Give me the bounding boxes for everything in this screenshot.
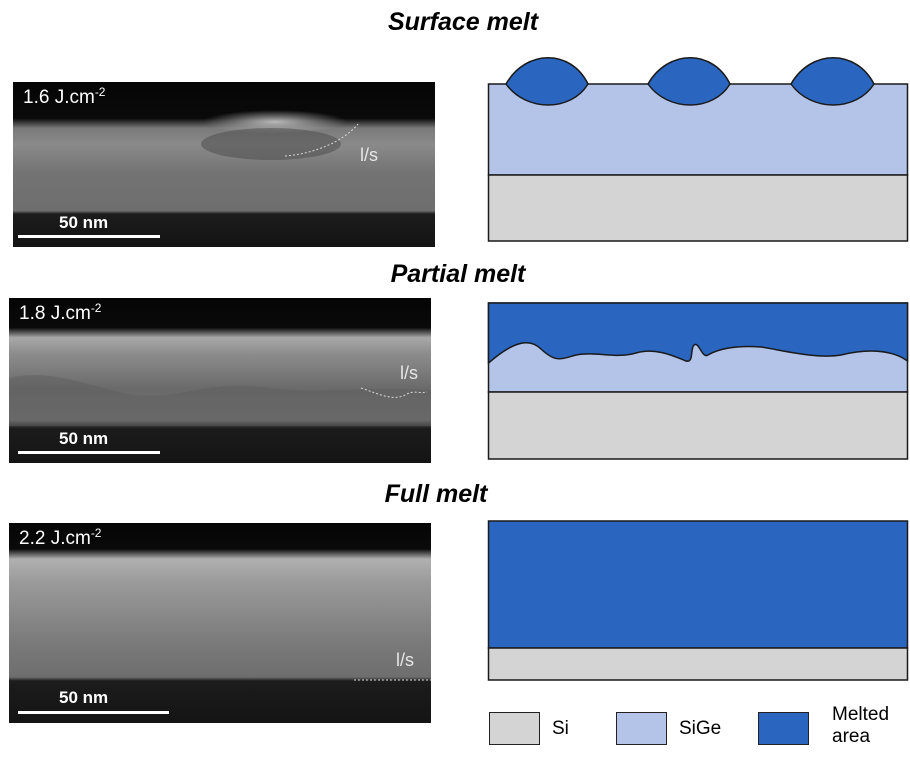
liquid-solid-interface-label: l/s	[400, 363, 418, 383]
melted-area	[647, 57, 731, 106]
si-substrate	[487, 647, 909, 681]
fluence-label: 1.8 J.cm-2	[19, 301, 102, 324]
melted-area	[487, 520, 909, 649]
tem-image-full-melt: 2.2 J.cm-2 l/s 50 nm	[9, 523, 431, 723]
tem-image-partial-melt: 1.8 J.cm-2 l/s 50 nm	[9, 298, 431, 463]
melted-area	[790, 57, 875, 106]
scale-bar-label: 50 nm	[59, 429, 109, 448]
scale-bar	[18, 235, 160, 238]
tem-micrograph	[9, 523, 431, 723]
liquid-solid-interface-label: l/s	[360, 145, 378, 165]
legend-swatch-sige	[616, 712, 667, 745]
full-melt-title: Full melt	[384, 480, 488, 508]
si-substrate	[487, 174, 909, 242]
fluence-label: 1.6 J.cm-2	[23, 85, 106, 108]
melted-area	[505, 57, 589, 106]
schematic-surface-melt	[487, 57, 909, 242]
fluence-label: 2.2 J.cm-2	[19, 526, 102, 549]
tem-image-surface-melt: 1.6 J.cm-2 l/s 50 nm	[13, 82, 435, 247]
melted-area	[487, 302, 909, 365]
scale-bar	[18, 711, 169, 714]
si-substrate	[487, 391, 909, 460]
liquid-solid-interface-label: l/s	[396, 650, 414, 670]
partial-melt-title: Partial melt	[390, 260, 526, 288]
schematic-full-melt	[487, 520, 909, 681]
legend-label-si: Si	[552, 718, 569, 739]
legend-label-melted-area: Melted area	[832, 704, 890, 747]
tem-micrograph	[13, 82, 435, 247]
legend-label-sige: SiGe	[679, 718, 722, 739]
schematic-partial-melt	[487, 302, 909, 460]
tem-micrograph	[9, 298, 431, 463]
scale-bar	[18, 451, 160, 454]
surface-melt-title: Surface melt	[387, 8, 539, 36]
legend-swatch-melted-area	[758, 712, 809, 745]
legend-swatch-si	[489, 712, 540, 745]
scale-bar-label: 50 nm	[59, 213, 109, 232]
scale-bar-label: 50 nm	[59, 688, 109, 707]
